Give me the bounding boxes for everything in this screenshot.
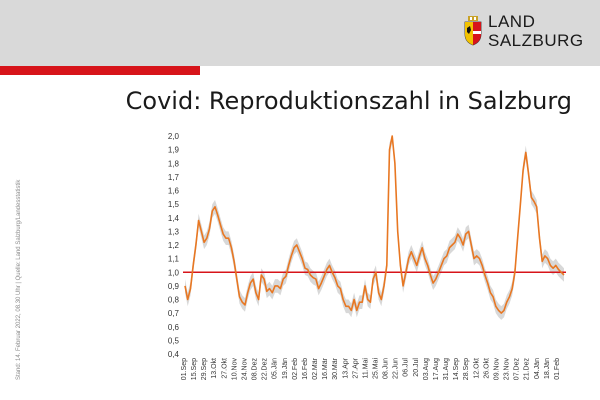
x-tick-label: 25.Mai	[373, 358, 380, 379]
confidence-band	[185, 136, 564, 320]
x-tick-label: 04.Jän	[534, 358, 541, 379]
y-tick-label: 1,5	[168, 200, 180, 209]
y-tick-label: 0,5	[168, 336, 180, 345]
y-tick-label: 0,7	[168, 309, 180, 318]
y-tick-label: 1,7	[168, 173, 180, 182]
x-tick-label: 21.Dez	[524, 358, 531, 381]
y-tick-label: 1,9	[168, 146, 180, 155]
x-tick-label: 19.Jän	[282, 358, 289, 379]
y-tick-label: 1,1	[168, 255, 180, 264]
x-tick-label: 08.Jun	[383, 358, 390, 379]
series-line	[184, 135, 565, 314]
x-tick-label: 29.Sep	[201, 358, 208, 380]
y-tick-label: 1,6	[168, 187, 180, 196]
y-axis: 2,0 1,9 1,8 1,7 1,6 1,5 1,4 1,3 1,2 1,1 1,0 0,9 0,8 0…	[168, 132, 180, 359]
x-tick-label: 05.Jän	[272, 358, 279, 379]
land-salzburg-logo[interactable]: LAND SALZBURG	[464, 12, 584, 54]
x-tick-label: 28.Sep	[463, 358, 470, 380]
x-tick-label: 24.Nov	[241, 358, 248, 381]
y-tick-label: 1,2	[168, 241, 180, 250]
page-title: Covid: Reproduktionszahl in Salzburg	[125, 87, 572, 115]
x-tick-label: 30.Mär	[332, 357, 339, 379]
x-tick-label: 06.Jul	[403, 358, 410, 377]
x-tick-label: 27.Apr	[352, 357, 359, 378]
y-tick-label: 1,0	[168, 268, 180, 277]
x-tick-label: 23.Nov	[504, 358, 511, 381]
y-tick-label: 0,8	[168, 296, 180, 305]
x-tick-label: 18.Jän	[544, 358, 551, 379]
y-tick-label: 1,3	[168, 227, 180, 236]
y-tick-label: 0,6	[168, 323, 180, 332]
x-tick-label: 14.Sep	[453, 358, 460, 380]
x-tick-label: 02.Mär	[312, 357, 319, 379]
y-tick-label: 0,4	[168, 350, 180, 359]
x-tick-label: 09.Nov	[493, 358, 500, 381]
logo-line-2: SALZBURG	[488, 31, 584, 50]
x-tick-label: 15.Sep	[191, 358, 198, 380]
x-tick-label: 27.Okt	[221, 358, 228, 379]
y-tick-label: 2,0	[168, 132, 180, 141]
x-tick-label: 22.Dez	[262, 358, 269, 381]
x-tick-label: 11.Mai	[362, 358, 369, 379]
coat-of-arms-icon	[464, 16, 482, 46]
y-tick-label: 1,8	[168, 159, 180, 168]
header-bar	[0, 0, 600, 66]
x-tick-label: 16.Mär	[322, 357, 329, 379]
x-tick-label: 31.Aug	[443, 358, 450, 380]
x-tick-label: 13.Okt	[211, 358, 218, 379]
logo-wordmark: LAND SALZBURG	[488, 12, 584, 50]
x-tick-label: 02.Feb	[292, 358, 299, 380]
x-tick-label: 10.Nov	[231, 358, 238, 381]
x-tick-label: 17.Aug	[433, 358, 440, 380]
x-tick-label: 26.Okt	[483, 358, 490, 379]
y-tick-label: 0,9	[168, 282, 180, 291]
x-tick-label: 12.Okt	[473, 358, 480, 379]
x-tick-label: 07.Dez	[514, 358, 521, 381]
x-tick-label: 16.Feb	[302, 358, 309, 380]
x-tick-label: 01.Feb	[554, 358, 561, 380]
x-tick-label: 08.Dez	[252, 358, 259, 381]
logo-line-1: LAND	[488, 12, 536, 31]
x-axis: 01.Sep 15.Sep 29.Sep 13.Okt 27.Okt 10.Nov 24.N…	[181, 357, 561, 380]
x-tick-label: 22.Jun	[393, 358, 400, 379]
accent-bar	[0, 66, 200, 75]
x-tick-label: 13.Apr	[342, 357, 349, 378]
x-tick-label: 20.Jul	[413, 358, 420, 377]
x-tick-label: 01.Sep	[181, 358, 188, 380]
x-tick-label: 03.Aug	[423, 358, 430, 380]
y-tick-label: 1,4	[168, 214, 180, 223]
